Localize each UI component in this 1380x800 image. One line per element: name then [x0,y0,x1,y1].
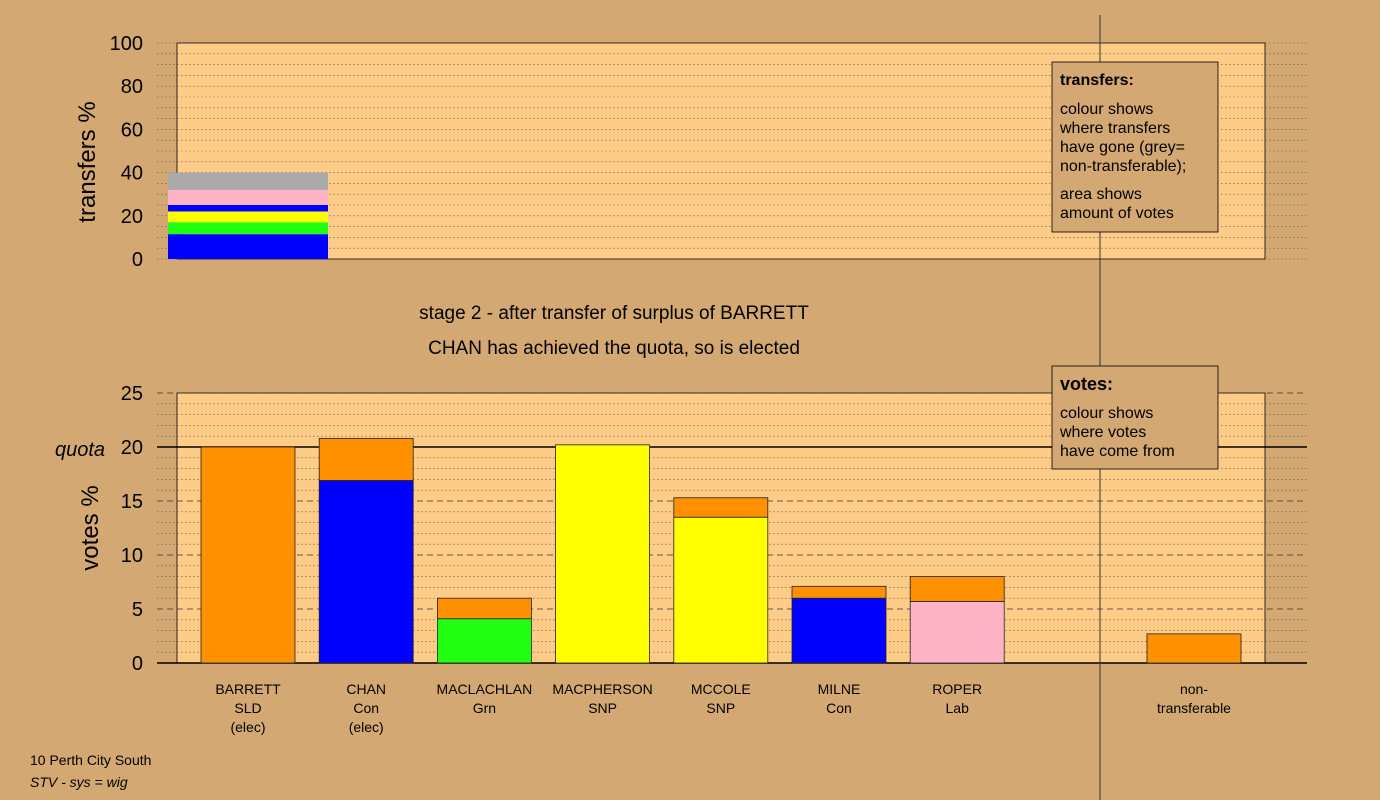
votes-y-tick-label: 0 [132,653,143,675]
transfers-y-tick-label: 20 [121,206,143,228]
stage-caption: stage 2 - after transfer of surplus of B… [419,303,809,324]
transfers-segment-nontransferable [168,172,328,190]
x-label-barrett: BARRETT [215,681,281,697]
bar-segment-snp [555,444,650,664]
x-label-nontransferable: transferable [1157,700,1231,716]
transfers-segment-con [168,234,328,259]
transfers-legend-line: where transfers [1059,120,1170,137]
votes-y-tick-label: 15 [121,491,143,513]
transfers-legend-line: non-transferable); [1060,158,1186,175]
x-label-macpherson: SNP [588,700,617,716]
bar-chan [318,437,414,664]
votes-bars [200,437,1242,664]
constituency-label: 10 Perth City South [30,752,151,768]
votes-legend-title: votes: [1060,374,1113,394]
transfers-legend-line: have gone (grey= [1060,139,1185,156]
votes-y-ticks: 0 5 10 15 20 25 [121,383,143,675]
bar-segment-con [318,480,414,664]
transfers-legend: transfers: colour shows where transfers … [1051,61,1219,233]
transfers-y-tick-label: 40 [121,163,143,185]
bar-milne [791,585,887,664]
x-label-barrett: SLD [234,700,261,716]
bar-macpherson [555,444,650,664]
x-label-roper: Lab [946,700,970,716]
transfers-legend-line: colour shows [1060,101,1153,118]
votes-y-tick-label: 20 [121,437,143,459]
x-label-maclachlan: Grn [473,700,496,716]
transfers-segment-snp [168,211,328,223]
bar-barrett [200,446,296,664]
x-label-mccole: SNP [706,700,735,716]
x-label-barrett: (elec) [230,719,265,735]
votes-y-tick-label: 5 [132,599,143,621]
bar-segment-sld [673,497,769,518]
transfers-segment-lab [168,189,328,205]
x-label-maclachlan: MACLACHLAN [437,681,533,697]
votes-legend-line: colour shows [1060,405,1153,422]
votes-x-labels: BARRETT SLD (elec) CHAN Con (elec) MACLACHLAN G… [215,681,1231,735]
bar-segment-snp [673,516,769,664]
x-label-roper: ROPER [932,681,982,697]
transfers-legend-title: transfers: [1060,72,1134,89]
votes-legend-line: where votes [1059,424,1146,441]
bar-mccole [673,497,769,664]
transfers-y-axis-label: transfers % [74,101,101,222]
transfers-y-ticks: 0 20 40 60 80 100 [110,33,143,271]
bar-roper [909,576,1005,664]
votes-legend: votes: colour shows where votes have com… [1051,365,1219,470]
transfers-y-tick-label: 60 [121,119,143,141]
x-label-macpherson: MACPHERSON [552,681,652,697]
votes-y-tick-label: 25 [121,383,143,405]
x-label-chan: CHAN [346,681,386,697]
votes-y-axis-label: votes % [77,485,104,570]
bar-segment-sld [318,437,414,481]
votes-y-tick-label: 10 [121,545,143,567]
system-label: STV - sys = wig [30,774,128,790]
bar-maclachlan [436,597,532,664]
bar-segment-con [791,597,887,664]
bar-segment-lab [909,601,1005,664]
x-label-nontransferable: non- [1180,681,1208,697]
transfers-segment-grn [168,222,328,235]
transfers-y-tick-label: 0 [132,249,143,271]
bar-segment-sld [909,576,1005,602]
quota-label: quota [55,439,105,461]
transfers-y-tick-label: 100 [110,33,143,55]
elected-caption: CHAN has achieved the quota, so is elect… [428,338,800,359]
x-label-milne: MILNE [818,681,861,697]
bar-segment-sld [200,446,296,664]
bar-segment-sld [1146,633,1242,664]
x-label-milne: Con [826,700,852,716]
x-label-chan: Con [353,700,379,716]
transfers-bar [168,172,328,259]
x-label-chan: (elec) [349,719,384,735]
votes-legend-line: have come from [1060,443,1175,460]
x-label-mccole: MCCOLE [691,681,751,697]
transfers-legend-line: area shows [1060,186,1142,203]
transfers-y-tick-label: 80 [121,76,143,98]
transfers-segment-con [168,205,328,212]
bar-segment-sld [791,585,887,599]
bar-segment-sld [436,597,532,620]
transfers-legend-line: amount of votes [1060,205,1174,222]
bar-segment-grn [436,618,532,664]
bar-nontransferable [1146,633,1242,664]
